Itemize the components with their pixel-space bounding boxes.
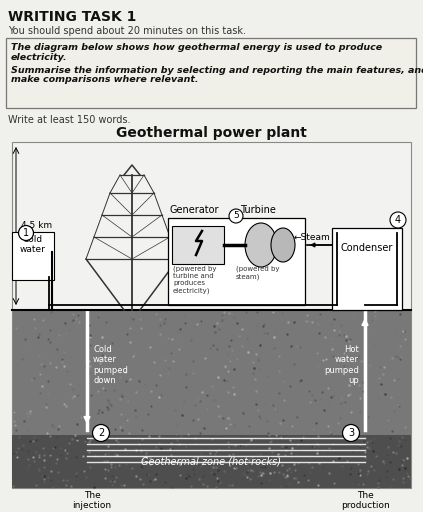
Text: (powered by
turbine and
produces
electricity): (powered by turbine and produces electri…	[173, 266, 217, 294]
Text: You should spend about 20 minutes on this task.: You should spend about 20 minutes on thi…	[8, 26, 246, 36]
Text: 4.5 km: 4.5 km	[21, 222, 52, 230]
Bar	[332, 228, 402, 310]
Circle shape	[343, 424, 360, 441]
Text: Cold
water
pumped
down: Cold water pumped down	[93, 345, 128, 385]
Text: make comparisons where relevant.: make comparisons where relevant.	[11, 75, 198, 84]
Text: Condenser: Condenser	[341, 243, 393, 253]
Text: The
injection
well: The injection well	[72, 491, 112, 512]
Bar	[6, 38, 416, 108]
Bar	[12, 142, 411, 310]
Bar	[12, 310, 411, 488]
Circle shape	[229, 209, 243, 223]
Text: WRITING TASK 1: WRITING TASK 1	[8, 10, 136, 24]
Bar	[12, 435, 411, 488]
Circle shape	[19, 225, 33, 241]
Text: 1: 1	[23, 228, 29, 238]
Text: Generator: Generator	[170, 205, 220, 215]
Text: (powered by
steam): (powered by steam)	[236, 266, 280, 280]
Text: electricity.: electricity.	[11, 53, 68, 61]
Text: Write at least 150 words.: Write at least 150 words.	[8, 115, 131, 125]
Text: Cold
water: Cold water	[20, 235, 46, 254]
Text: Geothermal zone (hot rocks): Geothermal zone (hot rocks)	[141, 457, 281, 466]
Text: The diagram below shows how geothermal energy is used to produce: The diagram below shows how geothermal e…	[11, 43, 382, 52]
Text: 2: 2	[98, 428, 104, 438]
Text: Summarise the information by selecting and reporting the main features, and: Summarise the information by selecting a…	[11, 66, 423, 75]
Text: Turbine: Turbine	[240, 205, 276, 215]
Ellipse shape	[271, 228, 295, 262]
Text: Hot
water
pumped
up: Hot water pumped up	[324, 345, 359, 385]
Ellipse shape	[245, 223, 277, 267]
Text: Geothermal power plant: Geothermal power plant	[115, 126, 306, 140]
Text: 5: 5	[233, 211, 239, 221]
Text: 4: 4	[395, 215, 401, 225]
Bar	[168, 218, 305, 305]
Bar	[12, 232, 54, 280]
Circle shape	[390, 212, 406, 228]
Circle shape	[93, 424, 110, 441]
Text: ←Steam: ←Steam	[293, 232, 330, 242]
Text: The
production
well: The production well	[341, 491, 390, 512]
Text: 3: 3	[348, 428, 354, 438]
Bar	[172, 226, 224, 264]
